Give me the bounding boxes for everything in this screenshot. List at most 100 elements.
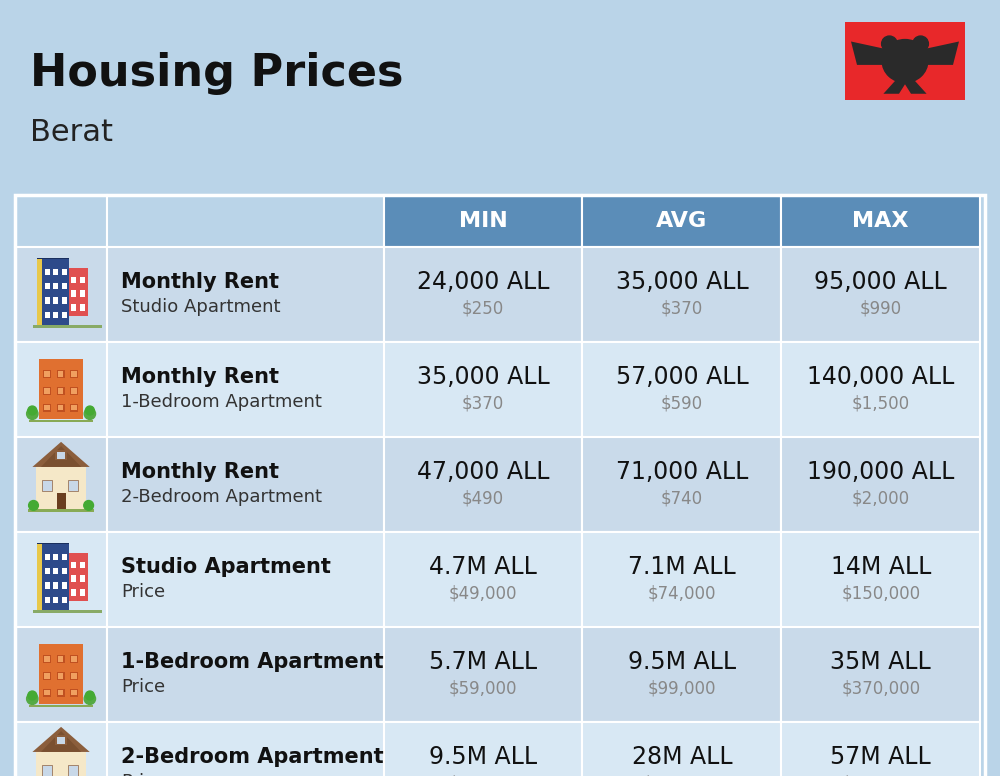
Bar [384,627,582,722]
Bar [781,437,980,532]
Bar [53,597,58,603]
Bar [71,372,77,376]
Text: MIN: MIN [459,211,507,231]
Polygon shape [32,727,90,752]
Bar [43,655,51,663]
Text: $2,000: $2,000 [852,490,910,508]
Bar [57,493,66,509]
Bar [45,583,50,589]
Bar [45,597,50,603]
Bar [39,359,83,419]
Bar [53,268,58,275]
Bar [845,22,965,100]
Bar [57,387,65,395]
Text: 1-Bedroom Apartment: 1-Bedroom Apartment [121,652,384,672]
Bar [45,283,50,289]
Bar [45,312,50,318]
Text: 28M ALL: 28M ALL [632,745,732,769]
Bar [36,752,86,776]
Text: 140,000 ALL: 140,000 ALL [807,365,954,389]
Text: Price: Price [121,773,165,776]
Circle shape [84,408,96,419]
Bar [70,655,78,663]
Polygon shape [851,41,905,65]
Bar [107,627,384,722]
Bar [57,404,65,411]
Bar [29,420,93,422]
Bar [43,404,51,411]
Text: Housing Prices: Housing Prices [30,52,404,95]
Text: MAX: MAX [852,211,909,231]
Bar [70,387,78,395]
Bar [29,705,93,707]
Bar [37,259,69,324]
Circle shape [29,501,38,511]
Ellipse shape [882,40,928,82]
Bar [80,575,85,582]
Text: 9.5M ALL: 9.5M ALL [628,650,736,674]
Text: $49,000: $49,000 [449,585,517,603]
Bar [37,545,69,610]
Polygon shape [32,442,90,467]
Text: $1,500: $1,500 [852,395,910,413]
Bar [44,372,50,376]
Polygon shape [41,731,81,752]
Bar [53,312,58,318]
Bar [33,325,102,328]
Circle shape [85,406,94,415]
Bar [384,437,582,532]
Bar [53,568,58,574]
Circle shape [913,36,928,52]
Bar [37,542,69,545]
Bar [44,674,50,678]
Bar [62,597,67,603]
Bar [107,532,384,627]
Bar [44,388,50,393]
Text: $990: $990 [860,300,902,317]
Bar [45,554,50,560]
Bar [62,268,67,275]
Bar [58,674,63,678]
Bar [70,404,78,411]
Bar [58,656,63,662]
Bar [71,290,76,297]
Bar [33,611,102,613]
Bar [582,342,781,437]
Text: $99,000: $99,000 [648,680,716,698]
Bar [71,304,76,310]
Text: Monthly Rent: Monthly Rent [121,272,279,292]
Bar [57,737,65,743]
Circle shape [882,36,897,52]
Text: $99,000: $99,000 [449,774,517,776]
Text: $490: $490 [462,490,504,508]
Bar [45,568,50,574]
Bar [80,562,85,568]
Bar [70,370,78,378]
Bar [781,195,980,247]
Bar [43,387,51,395]
Bar [15,532,107,627]
Bar [71,405,77,411]
Bar [71,575,76,582]
Bar [57,689,65,697]
Bar [69,553,88,601]
Bar [384,195,582,247]
Bar [781,342,980,437]
Bar [39,643,83,704]
Bar [43,370,51,378]
Bar [781,532,980,627]
Bar [42,765,52,776]
Bar [781,247,980,342]
Bar [58,372,63,376]
Bar [55,735,67,745]
Bar [80,290,85,297]
Bar [62,583,67,589]
Text: $740: $740 [661,490,703,508]
Bar [71,589,76,595]
Bar [69,268,88,317]
Polygon shape [903,81,927,94]
Bar [582,195,781,247]
Circle shape [84,693,96,705]
Bar [384,247,582,342]
Text: $590: $590 [661,395,703,413]
